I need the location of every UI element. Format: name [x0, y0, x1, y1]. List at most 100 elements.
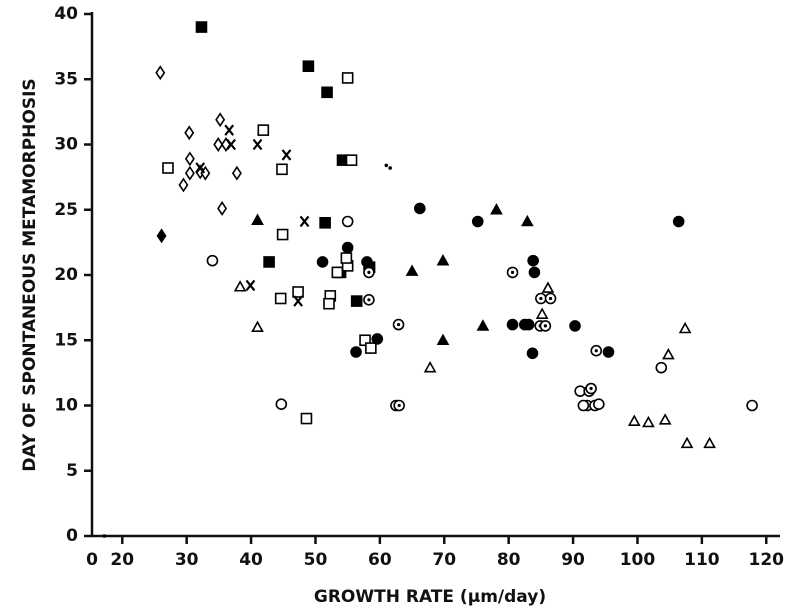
triangle-marker [251, 213, 264, 225]
marker-center [589, 386, 593, 391]
triangle-marker [436, 253, 450, 266]
marker-center [543, 324, 547, 328]
square-marker [162, 162, 174, 174]
x-tick-label: 20 [110, 550, 134, 570]
triangle-marker [662, 347, 675, 360]
dotted-circle-marker [363, 266, 375, 279]
circle-marker [672, 215, 685, 228]
cross-marker [224, 124, 235, 136]
marker-center [594, 349, 598, 353]
circle-marker [350, 346, 362, 358]
triangle-marker [405, 264, 419, 276]
square-marker [331, 266, 344, 279]
square-marker [300, 412, 313, 425]
x-origin-label: 0 [86, 550, 98, 570]
y-tick-label: 15 [54, 330, 78, 350]
circle-marker [528, 266, 541, 279]
square-marker [350, 295, 363, 307]
marker-center [396, 322, 401, 327]
diamond-marker [215, 112, 226, 128]
diamond-marker [155, 65, 166, 81]
marker-center [397, 403, 401, 408]
square-marker [263, 256, 275, 268]
marker-center [367, 298, 371, 302]
triangle-marker [678, 321, 692, 334]
triangle-marker [423, 361, 437, 373]
circle-marker [341, 215, 354, 228]
x-tick-label: 110 [684, 550, 720, 570]
circle-marker [316, 256, 329, 268]
triangle-marker [436, 333, 450, 346]
cross-marker [252, 138, 263, 151]
circle-marker [371, 333, 384, 345]
dot-marker [388, 166, 392, 170]
square-marker [340, 252, 353, 264]
circle-marker [746, 399, 758, 412]
circle-marker [527, 254, 539, 267]
marker-center [510, 270, 515, 274]
circle-marker [506, 318, 519, 331]
square-marker [319, 217, 331, 229]
triangle-marker [476, 319, 490, 331]
y-tick-label: 35 [54, 69, 78, 89]
circle-marker [275, 398, 288, 410]
square-marker [276, 228, 289, 241]
y-axis-label: DAY OF SPONTANEOUS METAMORPHOSIS [20, 78, 40, 471]
x-tick-label: 120 [749, 550, 785, 570]
square-marker [302, 60, 315, 73]
square-marker [292, 286, 304, 298]
circle-marker [526, 347, 539, 360]
triangle-marker [535, 307, 549, 319]
triangle-marker [520, 214, 534, 227]
diamond-marker [156, 228, 167, 244]
dotted-circle-marker [363, 293, 375, 306]
x-tick-label: 60 [368, 550, 392, 570]
diamond-marker [184, 125, 195, 141]
triangle-marker [680, 436, 694, 449]
triangle-marker [642, 415, 655, 428]
circle-marker [522, 318, 535, 331]
square-marker [341, 72, 354, 84]
square-marker [365, 342, 377, 354]
dotted-circle-marker [393, 399, 405, 412]
marker-center [548, 296, 553, 301]
circle-marker [206, 254, 219, 267]
triangle-marker [703, 436, 716, 449]
dotted-circle-marker [585, 382, 597, 395]
circle-marker [413, 202, 426, 215]
triangle-marker [627, 414, 641, 426]
marker-center [367, 270, 371, 274]
dotted-circle-marker [539, 320, 552, 332]
circle-marker [341, 241, 354, 254]
x-tick-label: 80 [497, 550, 521, 570]
x-axis-label: GROWTH RATE (µm/day) [314, 587, 546, 607]
triangle-marker [251, 320, 264, 333]
x-tick-label: 70 [432, 550, 456, 570]
marker-center [539, 296, 543, 301]
diamond-marker [178, 177, 189, 193]
circle-marker [593, 398, 605, 410]
x-tick-label: 30 [175, 550, 199, 570]
cross-marker [245, 279, 256, 292]
dotted-circle-marker [535, 292, 547, 305]
y-tick-label: 10 [54, 396, 78, 416]
square-marker [323, 297, 335, 310]
dot-marker [102, 534, 107, 538]
dotted-circle-marker [544, 292, 557, 305]
y-tick-label: 5 [66, 461, 78, 481]
y-tick-label: 0 [66, 526, 78, 546]
dotted-circle-marker [392, 318, 405, 331]
square-marker [274, 292, 287, 305]
circle-marker [577, 399, 590, 412]
cross-marker [281, 149, 292, 161]
triangle-marker [658, 413, 672, 425]
dotted-circle-marker [590, 344, 603, 357]
diamond-marker [217, 201, 228, 216]
y-tick-label: 20 [54, 265, 78, 285]
cross-marker [293, 295, 303, 307]
y-tick-label: 30 [54, 135, 78, 155]
x-tick-label: 40 [239, 550, 263, 570]
diamond-marker [213, 137, 224, 152]
circle-marker [655, 361, 668, 374]
